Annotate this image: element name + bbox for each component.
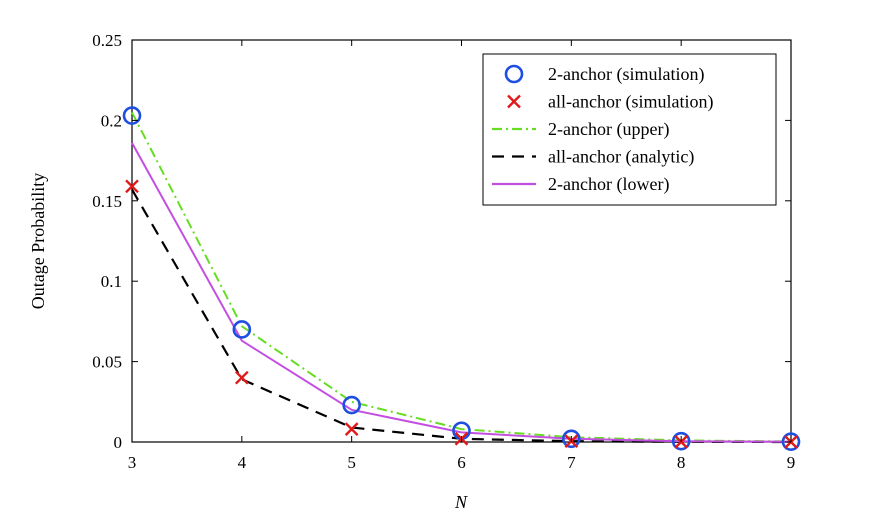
legend-item-2-anchor-simulation: 2-anchor (simulation) bbox=[504, 64, 704, 85]
point-all-anchor-simulation bbox=[234, 370, 249, 385]
legend-symbol bbox=[504, 64, 524, 84]
x-tick-label: 3 bbox=[128, 453, 137, 472]
y-tick-label: 0.05 bbox=[92, 353, 122, 372]
point-all-anchor-simulation bbox=[344, 422, 359, 436]
x-tick-label: 8 bbox=[677, 453, 686, 472]
y-tick-label: 0.2 bbox=[101, 111, 122, 130]
x-tick-label: 7 bbox=[567, 453, 576, 472]
legend-item-2-anchor-upper: 2-anchor (upper) bbox=[492, 119, 669, 140]
y-axis-title: Outage Probability bbox=[28, 173, 48, 309]
legend-item-all-anchor-analytic: all-anchor (analytic) bbox=[492, 147, 694, 168]
legend-item-all-anchor-simulation: all-anchor (simulation) bbox=[507, 92, 713, 113]
x-tick-label: 5 bbox=[347, 453, 356, 472]
x-axis-title: N bbox=[454, 492, 468, 512]
ticks-layer: 3 4 5 6 7 8 9 0 0.05 0.1 0.15 0.2 0.25 bbox=[92, 31, 795, 472]
point-2-anchor-simulation bbox=[671, 431, 691, 451]
legend-label: 2-anchor (upper) bbox=[548, 119, 669, 140]
y-tick-label: 0.25 bbox=[92, 31, 122, 50]
x-tick-label: 6 bbox=[457, 453, 466, 472]
legend: 2-anchor (simulation) all-anchor (simulat… bbox=[482, 53, 777, 206]
y-tick-label: 0 bbox=[114, 433, 123, 452]
point-2-anchor-simulation bbox=[232, 320, 252, 339]
point-2-anchor-simulation bbox=[122, 106, 142, 125]
point-2-anchor-simulation bbox=[342, 395, 361, 415]
x-tick-label: 9 bbox=[787, 453, 796, 472]
legend-label: all-anchor (simulation) bbox=[548, 92, 713, 113]
legend-label: all-anchor (analytic) bbox=[548, 147, 694, 168]
y-tick-label: 0.15 bbox=[92, 192, 122, 211]
point-2-anchor-simulation bbox=[562, 429, 581, 449]
x-tick-label: 4 bbox=[238, 453, 247, 472]
point-all-anchor-simulation bbox=[125, 179, 139, 194]
legend-box bbox=[482, 53, 777, 206]
legend-label: 2-anchor (simulation) bbox=[548, 64, 704, 85]
point-2-anchor-simulation bbox=[781, 432, 801, 451]
y-tick-label: 0.1 bbox=[101, 272, 122, 291]
legend-symbol bbox=[507, 94, 521, 109]
legend-label: 2-anchor (lower) bbox=[548, 174, 669, 195]
legend-item-2-anchor-lower: 2-anchor (lower) bbox=[492, 174, 669, 195]
